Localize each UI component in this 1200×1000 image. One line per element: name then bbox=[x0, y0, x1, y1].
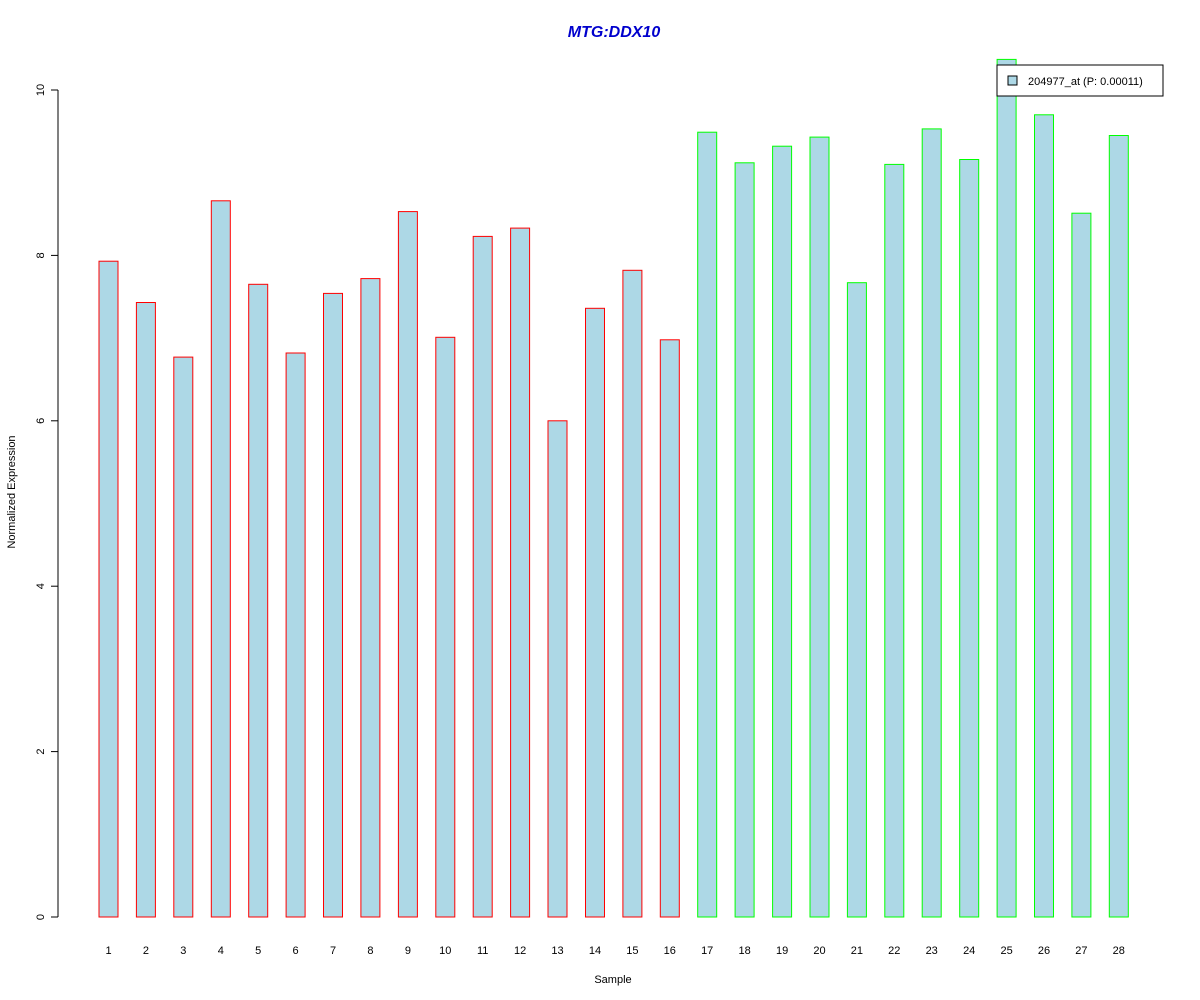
y-tick-label: 4 bbox=[35, 583, 47, 589]
x-tick-label: 21 bbox=[851, 945, 863, 957]
bar-sample-2 bbox=[135, 302, 156, 918]
bar-sample-9 bbox=[397, 211, 418, 918]
bar-sample-21 bbox=[846, 282, 867, 918]
bar-sample-28 bbox=[1108, 135, 1129, 918]
bar-sample-23 bbox=[921, 128, 942, 918]
x-tick-labels: 1 2 3 4 5 6 7 8 9 10 11 12 13 14 15 16 17 18 19 20 21 22 23 24 2… bbox=[105, 945, 1124, 957]
x-tick-label: 9 bbox=[405, 945, 411, 957]
bar-sample-4 bbox=[210, 200, 231, 918]
bar-sample-5 bbox=[248, 283, 269, 918]
x-tick-label: 17 bbox=[701, 945, 713, 957]
bar-sample-7 bbox=[323, 292, 343, 918]
x-tick-label: 1 bbox=[105, 945, 111, 957]
bar-sample-18 bbox=[734, 162, 755, 918]
x-tick-label: 26 bbox=[1038, 945, 1050, 957]
x-tick-label: 16 bbox=[664, 945, 676, 957]
bar-sample-26 bbox=[1034, 114, 1054, 918]
x-tick-label: 8 bbox=[367, 945, 373, 957]
x-tick-label: 10 bbox=[439, 945, 451, 957]
x-tick-label: 28 bbox=[1113, 945, 1125, 957]
x-tick-label: 2 bbox=[143, 945, 149, 957]
x-tick-label: 12 bbox=[514, 945, 526, 957]
x-tick-label: 14 bbox=[589, 945, 601, 957]
bar-sample-3 bbox=[173, 356, 194, 918]
y-tick-label: 0 bbox=[35, 914, 47, 920]
bar-sample-19 bbox=[772, 145, 793, 918]
x-tick-label: 7 bbox=[330, 945, 336, 957]
bar-sample-22 bbox=[884, 163, 905, 918]
legend: 204977_at (P: 0.00011) bbox=[996, 64, 1164, 97]
legend-label: 204977_at (P: 0.00011) bbox=[1028, 76, 1143, 88]
x-tick-label: 20 bbox=[813, 945, 825, 957]
chart-title: MTG:DDX10 bbox=[568, 24, 661, 41]
bar-sample-14 bbox=[585, 307, 605, 918]
x-tick-label: 25 bbox=[1000, 945, 1012, 957]
y-tick-label: 8 bbox=[35, 252, 47, 258]
bar-sample-27 bbox=[1071, 212, 1092, 918]
bar-sample-6 bbox=[285, 352, 306, 918]
y-axis-label: Normalized Expression bbox=[6, 435, 18, 548]
bar-sample-12 bbox=[510, 227, 531, 918]
bar-sample-24 bbox=[959, 159, 980, 918]
bars bbox=[98, 58, 1129, 918]
bar-sample-11 bbox=[472, 235, 493, 918]
bar-sample-10 bbox=[435, 336, 456, 918]
bar-sample-17 bbox=[697, 131, 718, 918]
x-tick-label: 22 bbox=[888, 945, 900, 957]
legend-swatch bbox=[1007, 75, 1018, 86]
bar-sample-20 bbox=[809, 136, 830, 918]
bar-sample-8 bbox=[360, 278, 381, 918]
bar-sample-25 bbox=[996, 58, 1017, 918]
legend-box bbox=[996, 64, 1164, 97]
y-axis: 0 2 4 6 8 10 bbox=[35, 84, 59, 920]
x-tick-label: 19 bbox=[776, 945, 788, 957]
x-tick-label: 5 bbox=[255, 945, 261, 957]
bar-sample-1 bbox=[98, 260, 119, 918]
y-tick-label: 6 bbox=[35, 418, 47, 424]
y-tick-label: 10 bbox=[35, 84, 47, 96]
x-tick-label: 13 bbox=[551, 945, 563, 957]
x-tick-label: 15 bbox=[626, 945, 638, 957]
x-tick-label: 11 bbox=[477, 945, 488, 957]
x-tick-label: 23 bbox=[926, 945, 938, 957]
x-tick-label: 24 bbox=[963, 945, 975, 957]
y-tick-label: 2 bbox=[35, 749, 47, 755]
x-tick-label: 6 bbox=[293, 945, 299, 957]
x-tick-label: 27 bbox=[1075, 945, 1087, 957]
bar-sample-16 bbox=[659, 339, 680, 918]
x-axis-label: Sample bbox=[594, 974, 631, 986]
x-tick-label: 18 bbox=[738, 945, 750, 957]
bar-sample-15 bbox=[622, 269, 643, 918]
x-tick-label: 4 bbox=[218, 945, 224, 957]
x-tick-label: 3 bbox=[180, 945, 186, 957]
bar-sample-13 bbox=[547, 420, 568, 918]
